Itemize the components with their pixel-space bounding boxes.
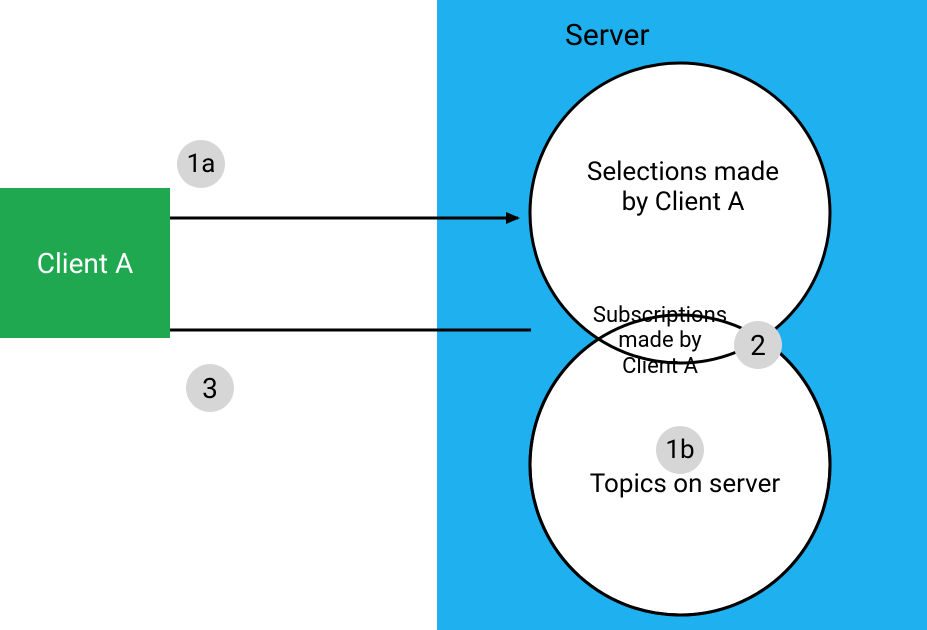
- badge-2-label: 2: [750, 329, 766, 362]
- badge-1a: 1a: [177, 140, 225, 188]
- badge-2: 2: [734, 321, 782, 369]
- venn-intersection-label: Subscriptionsmade byClient A: [585, 303, 735, 379]
- badge-3: 3: [186, 364, 234, 412]
- badge-3-label: 3: [202, 372, 218, 405]
- venn-bottom-label: Topics on server: [575, 470, 795, 500]
- server-title: Server: [565, 18, 650, 53]
- diagram-canvas: Server Client A Selections madeby Client…: [0, 0, 927, 630]
- client-box: Client A: [0, 188, 170, 338]
- badge-1b-label: 1b: [665, 435, 694, 465]
- client-label: Client A: [37, 247, 134, 280]
- venn-top-label: Selections madeby Client A: [568, 158, 798, 218]
- badge-1b: 1b: [656, 426, 704, 474]
- badge-1a-label: 1a: [187, 149, 216, 179]
